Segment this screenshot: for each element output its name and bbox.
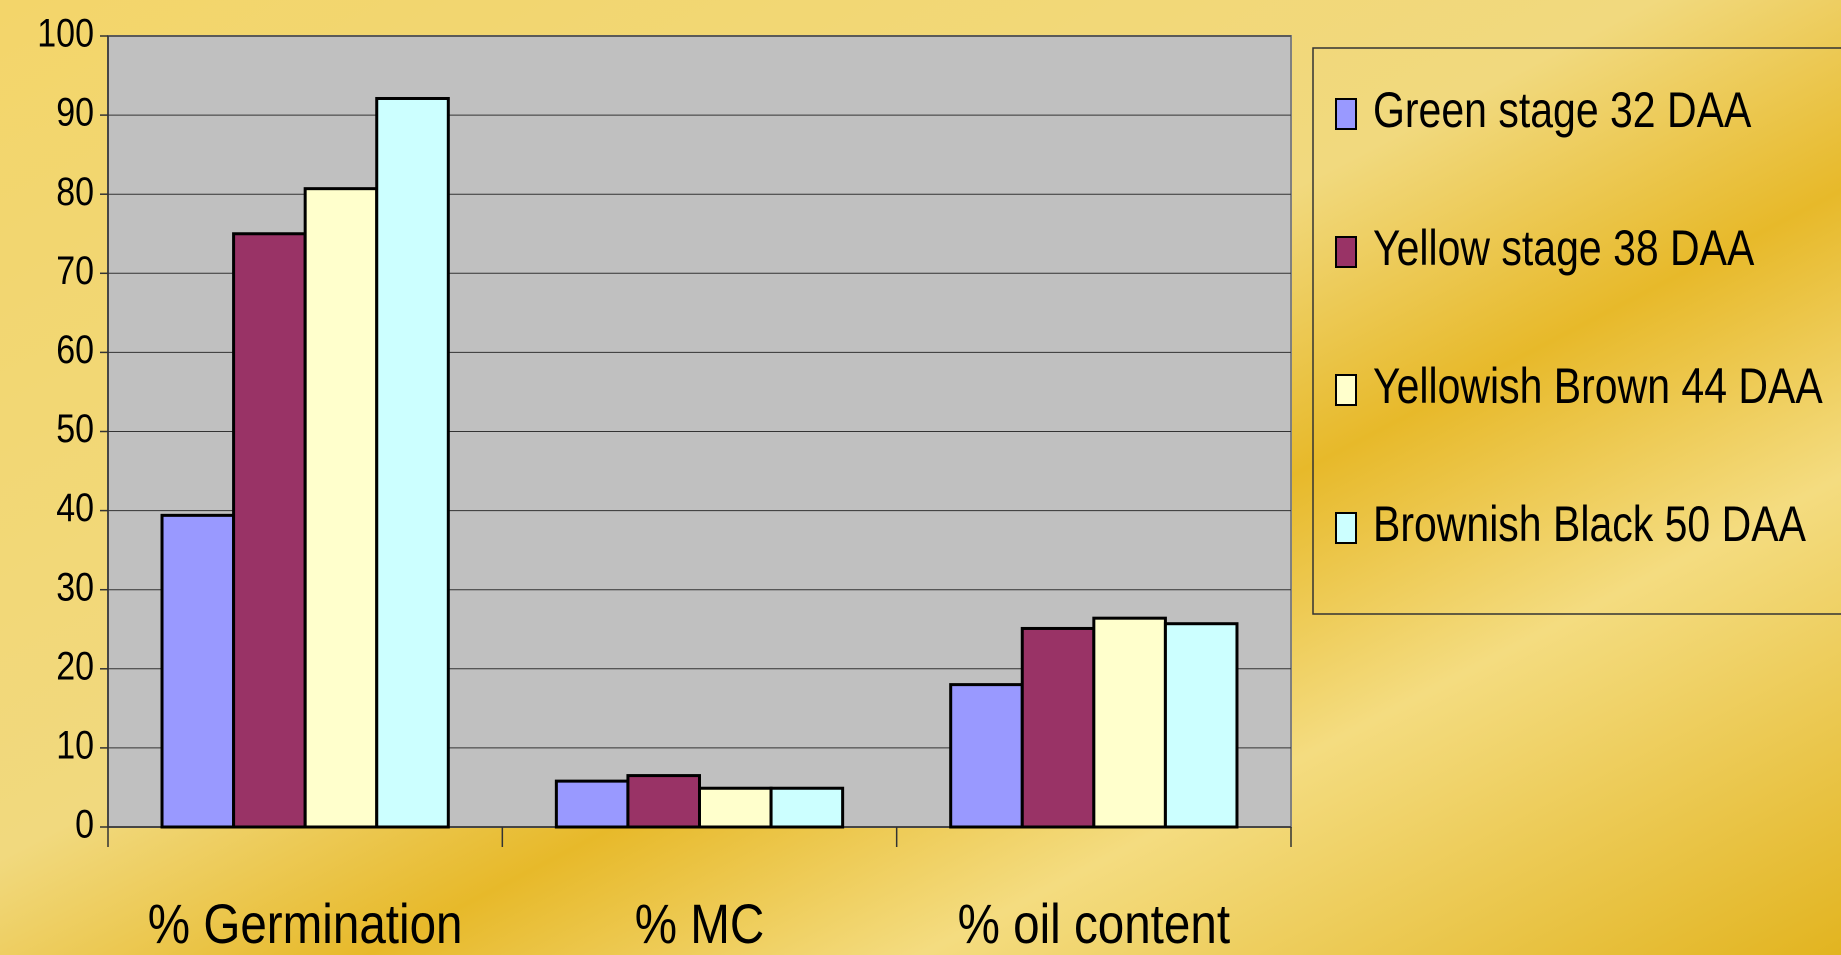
bar [375, 96, 450, 829]
legend-label: Green stage 32 DAA [1373, 82, 1752, 138]
legend-label: Brownish Black 50 DAA [1373, 496, 1806, 552]
y-tick-label: 100 [37, 10, 94, 55]
legend-label: Yellow stage 38 DAA [1373, 220, 1755, 276]
legend-swatch [1335, 374, 1357, 406]
legend-label: Yellowish Brown 44 DAA [1373, 358, 1823, 414]
y-tick-label: 0 [75, 801, 94, 846]
x-tick-label: % oil content [958, 893, 1231, 955]
y-tick-label: 80 [56, 168, 94, 213]
bar [1163, 622, 1239, 829]
bar [554, 779, 630, 829]
y-tick-label: 40 [56, 485, 94, 530]
x-tick-label: % Germination [148, 893, 463, 955]
y-tick-label: 60 [56, 326, 94, 371]
x-tick-label: % MC [635, 893, 765, 955]
y-tick-label: 50 [56, 405, 94, 450]
bar [303, 187, 379, 829]
y-tick-label: 30 [56, 564, 94, 609]
legend-box [1312, 47, 1841, 615]
y-tick-label: 20 [56, 643, 94, 688]
bar [698, 786, 773, 829]
legend-swatch [1335, 236, 1357, 268]
bar [949, 683, 1024, 829]
y-tick-label: 10 [56, 722, 94, 767]
y-tick-label: 90 [56, 89, 94, 134]
bar [160, 513, 236, 829]
bar [1092, 616, 1167, 829]
legend-swatch [1335, 98, 1357, 130]
y-tick-label: 70 [56, 247, 94, 292]
bar [769, 786, 845, 829]
legend-swatch [1335, 512, 1357, 544]
bar [232, 232, 307, 829]
bar [1020, 626, 1096, 829]
bar [626, 774, 702, 829]
